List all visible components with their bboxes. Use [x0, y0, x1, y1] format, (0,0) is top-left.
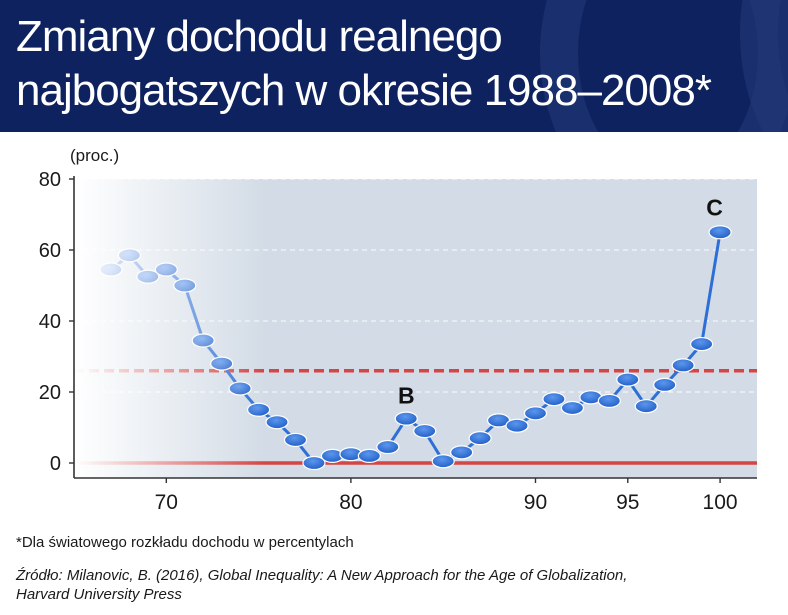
data-point-90 — [523, 406, 548, 421]
data-point-100 — [708, 225, 732, 240]
footnote: *Dla światowego rozkładu dochodu w perce… — [16, 534, 354, 551]
data-point-78 — [302, 455, 326, 471]
data-point-98 — [671, 358, 695, 373]
y-tick-label-20: 20 — [39, 382, 61, 404]
data-point-84 — [413, 423, 437, 439]
left-fade-overlay — [74, 179, 264, 478]
data-point-76 — [265, 415, 289, 430]
annotation-B: B — [398, 383, 415, 409]
data-point-96 — [634, 399, 658, 414]
source-line-2: Harvard University Press — [16, 586, 182, 603]
data-point-94 — [597, 393, 621, 408]
annotation-C: C — [706, 194, 723, 220]
header-banner: Zmiany dochodu realnego najbogatszych w … — [0, 0, 788, 132]
source-note: Źródło: Milanovic, B. (2016), Global Ine… — [16, 566, 786, 604]
x-tick-label-100: 100 — [703, 491, 738, 514]
x-tick-label-90: 90 — [524, 491, 547, 514]
y-tick-label-40: 40 — [39, 311, 61, 333]
y-tick-label-80: 80 — [39, 169, 61, 191]
data-point-89 — [505, 418, 529, 433]
x-tick-label-80: 80 — [339, 491, 362, 514]
data-point-77 — [283, 432, 308, 448]
data-point-82 — [376, 439, 400, 455]
line-chart: 0 20 40 60 80 70 80 90 95 100 (proc.) B C — [39, 146, 757, 514]
source-line-1: Źródło: Milanovic, B. (2016), Global Ine… — [16, 567, 628, 584]
data-point-95 — [616, 372, 640, 387]
title-line-1: Zmiany dochodu realnego — [16, 12, 503, 61]
chart-area: 0 20 40 60 80 70 80 90 95 100 (proc.) B C — [0, 132, 788, 524]
title-line-2: najbogatszych w okresie 1988–2008* — [16, 66, 712, 115]
data-point-86 — [450, 445, 474, 460]
data-point-97 — [653, 377, 677, 392]
data-point-91 — [542, 392, 566, 407]
data-point-92 — [560, 400, 585, 416]
chart-title: Zmiany dochodu realnego najbogatszych w … — [16, 10, 786, 118]
data-point-85 — [431, 454, 455, 469]
x-tick-label-95: 95 — [616, 491, 639, 514]
data-point-87 — [468, 431, 492, 446]
data-point-81 — [357, 448, 381, 463]
data-point-83 — [394, 411, 418, 426]
y-tick-label-0: 0 — [50, 453, 61, 475]
y-axis-label: (proc.) — [70, 146, 119, 165]
x-tick-label-70: 70 — [155, 491, 178, 514]
y-tick-label-60: 60 — [39, 240, 61, 262]
data-point-99 — [690, 336, 714, 352]
